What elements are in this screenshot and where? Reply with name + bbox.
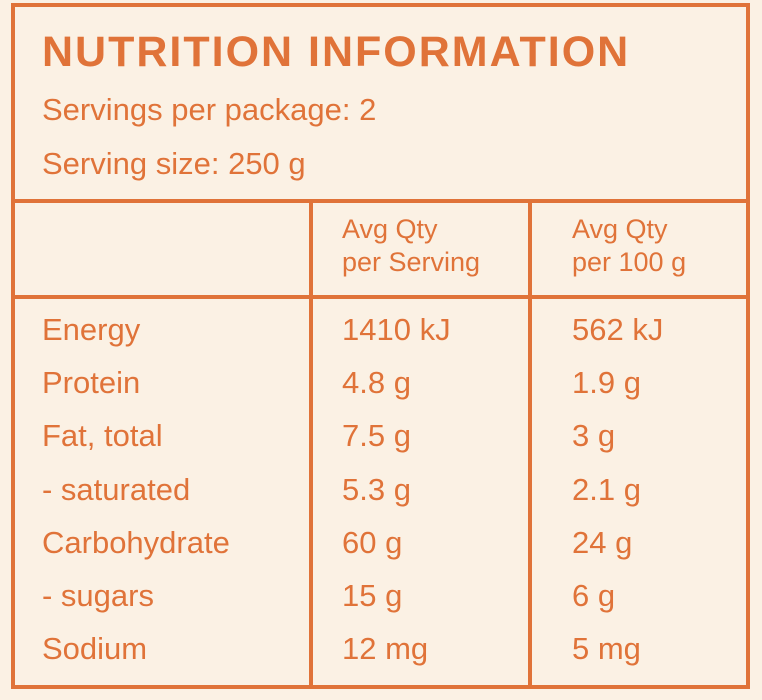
column-header-line: per 100 g	[572, 247, 687, 277]
table-row: - saturated 5.3 g 2.1 g	[15, 470, 746, 523]
table-row: Sodium 12 mg 5 mg	[15, 629, 746, 682]
nutrient-name: - sugars	[42, 577, 154, 613]
table-row: Fat, total 7.5 g 3 g	[15, 416, 746, 469]
column-header-line: per Serving	[342, 247, 481, 277]
per-serving-value: 5.3 g	[342, 471, 411, 507]
per-serving-value: 15 g	[342, 577, 403, 613]
per-serving-value: 4.8 g	[342, 365, 411, 401]
nutrient-name: Sodium	[42, 631, 148, 667]
nutrient-name: Fat, total	[42, 418, 163, 454]
column-header-per-100g: Avg Qty per 100 g	[572, 213, 686, 279]
per-serving-value: 7.5 g	[342, 418, 411, 454]
per-100g-value: 24 g	[572, 524, 633, 560]
per-serving-value: 60 g	[342, 524, 403, 560]
per-100g-value: 6 g	[572, 577, 616, 613]
per-100g-value: 5 mg	[572, 631, 641, 667]
table-row: Carbohydrate 60 g 24 g	[15, 523, 746, 576]
column-header-line: Avg Qty	[342, 214, 438, 244]
nutrition-table: Avg Qty per Serving Avg Qty per 100 g En…	[15, 199, 746, 685]
nutrient-name: - saturated	[42, 471, 191, 507]
nutrient-name: Carbohydrate	[42, 524, 230, 560]
per-100g-value: 3 g	[572, 418, 616, 454]
per-100g-value: 2.1 g	[572, 471, 641, 507]
nutrient-name: Protein	[42, 365, 141, 401]
per-100g-value: 562 kJ	[572, 312, 664, 347]
serving-size: Serving size: 250 g	[42, 146, 306, 181]
servings-per-package: Servings per package: 2	[42, 92, 377, 127]
table-row: Energy 1410 kJ 562 kJ	[15, 310, 746, 363]
column-header-per-serving: Avg Qty per Serving	[342, 213, 480, 279]
table-row: - sugars 15 g 6 g	[15, 576, 746, 629]
per-serving-value: 1410 kJ	[342, 312, 451, 347]
header-divider	[15, 295, 746, 299]
column-divider	[309, 199, 313, 685]
panel-header: NUTRITION INFORMATION Servings per packa…	[15, 7, 746, 203]
table-body: Energy 1410 kJ 562 kJ Protein 4.8 g 1.9 …	[15, 310, 746, 682]
column-header-line: Avg Qty	[572, 214, 668, 244]
panel-title: NUTRITION INFORMATION	[42, 28, 631, 76]
table-row: Protein 4.8 g 1.9 g	[15, 363, 746, 416]
nutrient-name: Energy	[42, 312, 141, 347]
per-serving-value: 12 mg	[342, 631, 429, 667]
per-100g-value: 1.9 g	[572, 365, 641, 401]
nutrition-panel: NUTRITION INFORMATION Servings per packa…	[11, 3, 750, 689]
column-divider	[528, 199, 532, 685]
